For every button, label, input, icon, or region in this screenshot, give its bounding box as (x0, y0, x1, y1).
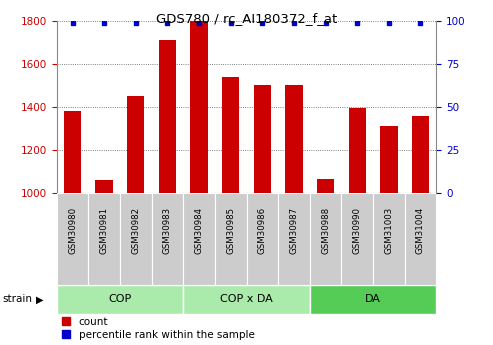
Bar (120, 193, 152, 285)
Bar (341, 193, 373, 285)
Bar (349, 108, 366, 193)
Text: GSM30980: GSM30980 (68, 207, 77, 254)
Text: strain: strain (2, 294, 33, 304)
Bar (222, 77, 240, 193)
Text: GDS780 / rc_AI180372_f_at: GDS780 / rc_AI180372_f_at (156, 12, 337, 25)
Bar (405, 193, 436, 285)
Text: ▶: ▶ (35, 294, 43, 304)
Bar (64, 111, 81, 193)
Text: GSM30990: GSM30990 (352, 207, 362, 254)
Text: GSM30982: GSM30982 (131, 207, 141, 254)
Bar (246, 193, 278, 285)
Text: GSM30983: GSM30983 (163, 207, 172, 254)
Bar (310, 285, 436, 314)
Bar (159, 40, 176, 193)
Text: GSM31003: GSM31003 (385, 207, 393, 254)
Text: GSM30987: GSM30987 (289, 207, 298, 254)
Bar (285, 86, 303, 193)
Bar (310, 193, 341, 285)
Text: GSM31004: GSM31004 (416, 207, 425, 254)
Bar (183, 193, 215, 285)
Text: GSM30981: GSM30981 (100, 207, 108, 254)
Text: GSM30985: GSM30985 (226, 207, 235, 254)
Text: COP x DA: COP x DA (220, 294, 273, 304)
Legend: count, percentile rank within the sample: count, percentile rank within the sample (62, 317, 254, 340)
Bar (317, 179, 334, 193)
Text: COP: COP (108, 294, 132, 304)
Bar (152, 193, 183, 285)
Bar (412, 116, 429, 193)
Bar (190, 21, 208, 193)
Bar (253, 86, 271, 193)
Bar (57, 193, 88, 285)
Text: GSM30988: GSM30988 (321, 207, 330, 254)
Bar (380, 126, 397, 193)
Bar (373, 193, 405, 285)
Bar (96, 180, 113, 193)
Text: GSM30984: GSM30984 (195, 207, 204, 254)
Bar (88, 193, 120, 285)
Text: GSM30986: GSM30986 (258, 207, 267, 254)
Bar (127, 96, 144, 193)
Bar (278, 193, 310, 285)
Bar (183, 285, 310, 314)
Bar (215, 193, 246, 285)
Bar (57, 285, 183, 314)
Text: DA: DA (365, 294, 381, 304)
